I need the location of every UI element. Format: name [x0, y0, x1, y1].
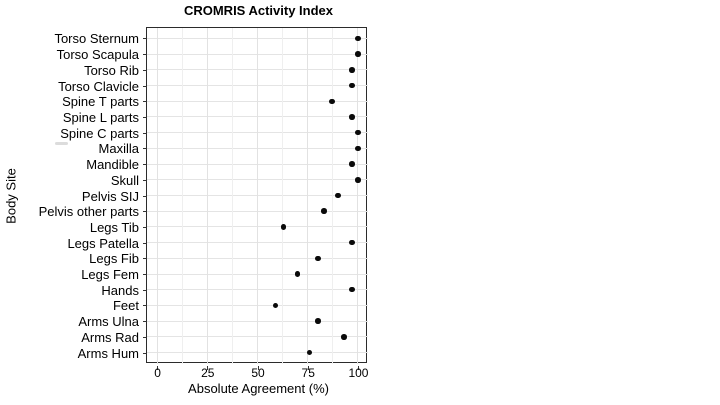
y-category-label: Pelvis SIJ	[81, 188, 139, 204]
y-axis-tick	[142, 148, 147, 150]
gridline-vertical-major	[156, 27, 158, 364]
gridline-vertical-minor	[231, 27, 233, 364]
data-point-marker	[306, 349, 313, 356]
plot-panel	[146, 26, 368, 364]
data-point-marker	[321, 208, 327, 214]
y-category-label: Arms Rad	[81, 329, 139, 345]
data-point-marker	[335, 192, 341, 199]
y-axis-tick	[142, 258, 147, 260]
x-tick-label: 75	[301, 366, 315, 380]
data-point-marker	[341, 334, 347, 340]
y-axis-tick	[142, 132, 147, 134]
gridline-vertical-minor	[332, 27, 334, 364]
y-axis-tick	[142, 226, 147, 228]
y-axis-tick	[142, 211, 147, 213]
data-point-marker	[315, 318, 321, 324]
x-tick-label: 0	[154, 366, 161, 380]
y-category-label: Legs Patella	[67, 235, 139, 251]
y-axis-tick	[142, 116, 147, 118]
data-point-marker	[355, 129, 361, 136]
y-axis-tick	[142, 101, 147, 103]
y-category-label: Spine L parts	[62, 109, 139, 125]
x-axis-tick	[307, 365, 309, 370]
x-axis-tick	[157, 365, 159, 370]
data-point-marker	[349, 239, 355, 246]
x-tick-label: 25	[201, 366, 215, 380]
y-category-label: Arms Hum	[77, 345, 139, 361]
y-category-label: Feet	[112, 298, 139, 314]
x-axis-tick	[357, 365, 359, 370]
x-tick-label: 100	[348, 366, 369, 380]
data-point-marker	[349, 161, 355, 167]
data-point-marker	[294, 271, 301, 277]
y-category-label: Legs Tib	[89, 219, 139, 235]
gridline-vertical-minor	[181, 27, 183, 364]
y-category-label: Mandible	[86, 157, 139, 173]
y-category-label: Torso Sternum	[54, 31, 139, 47]
erased-label-artifact	[55, 142, 68, 145]
data-point-marker	[349, 286, 355, 293]
x-axis-tick	[257, 365, 259, 370]
gridline-vertical-major	[206, 27, 208, 364]
y-category-label: Legs Fem	[81, 267, 139, 282]
data-point-marker	[355, 177, 361, 183]
data-point-marker	[329, 98, 335, 105]
x-axis-title: Absolute Agreement (%)	[188, 381, 329, 396]
gridline-vertical-major	[257, 27, 258, 364]
y-category-label: Spine C parts	[60, 125, 139, 141]
y-axis-tick	[142, 336, 147, 338]
y-axis-tick	[142, 54, 147, 56]
y-axis-tick	[142, 321, 147, 323]
y-category-label: Skull	[110, 172, 139, 188]
gridline-vertical-major	[307, 27, 309, 364]
y-axis-tick	[142, 352, 147, 354]
chart-title: CROMRIS Activity Index	[183, 3, 334, 18]
data-point-marker	[355, 35, 361, 42]
gridline-vertical-minor	[282, 27, 284, 364]
y-axis-tick	[142, 274, 147, 275]
y-category-label: Legs Fib	[89, 251, 139, 267]
gridline-vertical-major	[357, 27, 359, 364]
y-axis-tick	[142, 289, 147, 291]
x-axis-tick	[207, 365, 209, 370]
data-point-marker	[349, 114, 355, 120]
data-point-marker	[272, 302, 279, 309]
y-category-label: Torso Scapula	[56, 47, 139, 63]
data-point-marker	[355, 51, 361, 57]
y-category-label: Pelvis other parts	[38, 204, 139, 220]
data-point-marker	[349, 82, 355, 89]
data-point-marker	[280, 224, 287, 230]
y-category-label: Torso Clavicle	[58, 78, 139, 94]
data-point-marker	[355, 145, 361, 152]
x-tick-label: 50	[251, 366, 265, 380]
y-category-label: Hands	[101, 282, 139, 298]
y-axis-tick	[142, 305, 147, 307]
y-axis-tick	[142, 69, 147, 71]
y-category-label: Spine T parts	[62, 94, 139, 110]
y-axis-tick	[142, 179, 147, 181]
y-axis-tick	[142, 242, 147, 244]
y-axis-tick	[142, 164, 147, 166]
y-category-label: Arms Ulna	[78, 314, 139, 330]
y-category-label: Maxilla	[98, 141, 139, 157]
data-point-marker	[349, 67, 355, 73]
y-axis-tick	[142, 195, 147, 197]
y-axis-tick	[142, 38, 147, 40]
y-category-label: Torso Rib	[84, 62, 139, 78]
y-axis-tick	[142, 85, 147, 87]
data-point-marker	[315, 255, 321, 262]
